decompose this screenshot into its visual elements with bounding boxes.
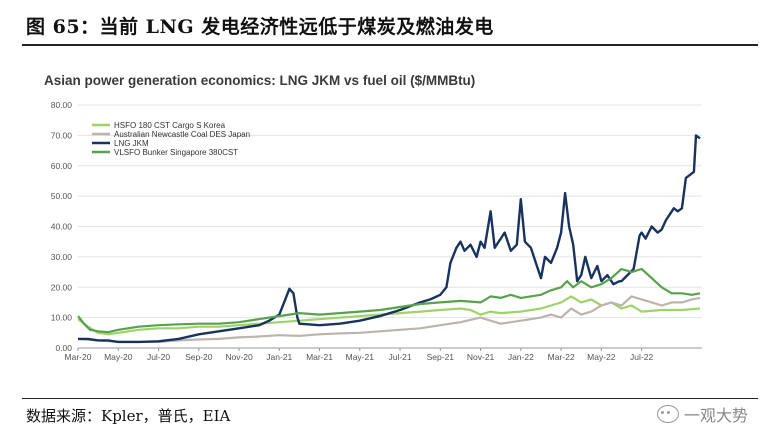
watermark-text: 一观大势 [683,406,748,425]
y-tick-label: 30.00 [51,252,73,262]
x-tick-label: Sep-20 [185,352,213,362]
legend-label: HSFO 180 CST Cargo S Korea [114,121,226,130]
chart-series [77,134,701,344]
wechat-icon [656,405,679,423]
x-tick-label: Mar-20 [65,352,92,362]
series-line-australian-newcastle-coal-des-japan [77,295,701,343]
x-tick-label: Mar-21 [306,352,333,362]
legend-label: Australian Newcastle Coal DES Japan [114,130,250,139]
x-tick-label: Nov-20 [225,352,253,362]
y-tick-label: 80.00 [51,100,73,110]
y-tick-label: 0.00 [55,343,72,353]
y-tick-label: 10.00 [51,313,73,323]
x-tick-label: Jan-21 [266,352,292,362]
x-tick-label: Jan-22 [508,352,534,362]
x-tick-label: Jul-22 [630,352,653,362]
x-axis-ticks: Mar-20 May-20 Jul-20 Sep-20 Nov-20 Jan-21 Mar-… [65,348,653,362]
chart-grid [78,104,702,349]
legend-label: LNG JKM [114,139,149,148]
x-tick-label: May-20 [104,352,133,362]
legend-label: VLSFO Bunker Singapore 380CST [114,148,238,157]
x-tick-label: Nov-21 [467,352,495,362]
y-tick-label: 40.00 [51,222,73,232]
x-tick-label: Jul-20 [147,352,170,362]
x-tick-label: Jul-21 [388,352,411,362]
data-source: 数据来源：Kpler，普氏，EIA [26,407,231,425]
series-line-hsfo-180-cst-cargo-s-korea [77,295,701,336]
x-tick-label: Sep-21 [427,352,455,362]
series-line-vlsfo-bunker-singapore-380cst [77,267,701,334]
footer-rule [22,398,758,399]
x-tick-label: May-22 [587,352,616,362]
y-axis-ticks: 0.00 10.00 20.00 30.00 40.00 50.00 60.00 70.00 8… [51,100,73,353]
chart-title: Asian power generation economics: LNG JK… [44,73,475,88]
x-tick-label: May-21 [346,352,375,362]
x-tick-label: Mar-22 [548,352,575,362]
y-tick-label: 60.00 [51,161,73,171]
y-tick-label: 50.00 [51,191,73,201]
figure-title: 图 65：当前 LNG 发电经济性远低于煤炭及燃油发电 [26,16,494,38]
chart: Asian power generation economics: LNG JK… [44,73,702,362]
watermark: 一观大势 [656,402,748,426]
title-rule [22,44,758,46]
y-tick-label: 20.00 [51,282,73,292]
series-line-lng-jkm [78,134,701,344]
y-tick-label: 70.00 [51,130,73,140]
